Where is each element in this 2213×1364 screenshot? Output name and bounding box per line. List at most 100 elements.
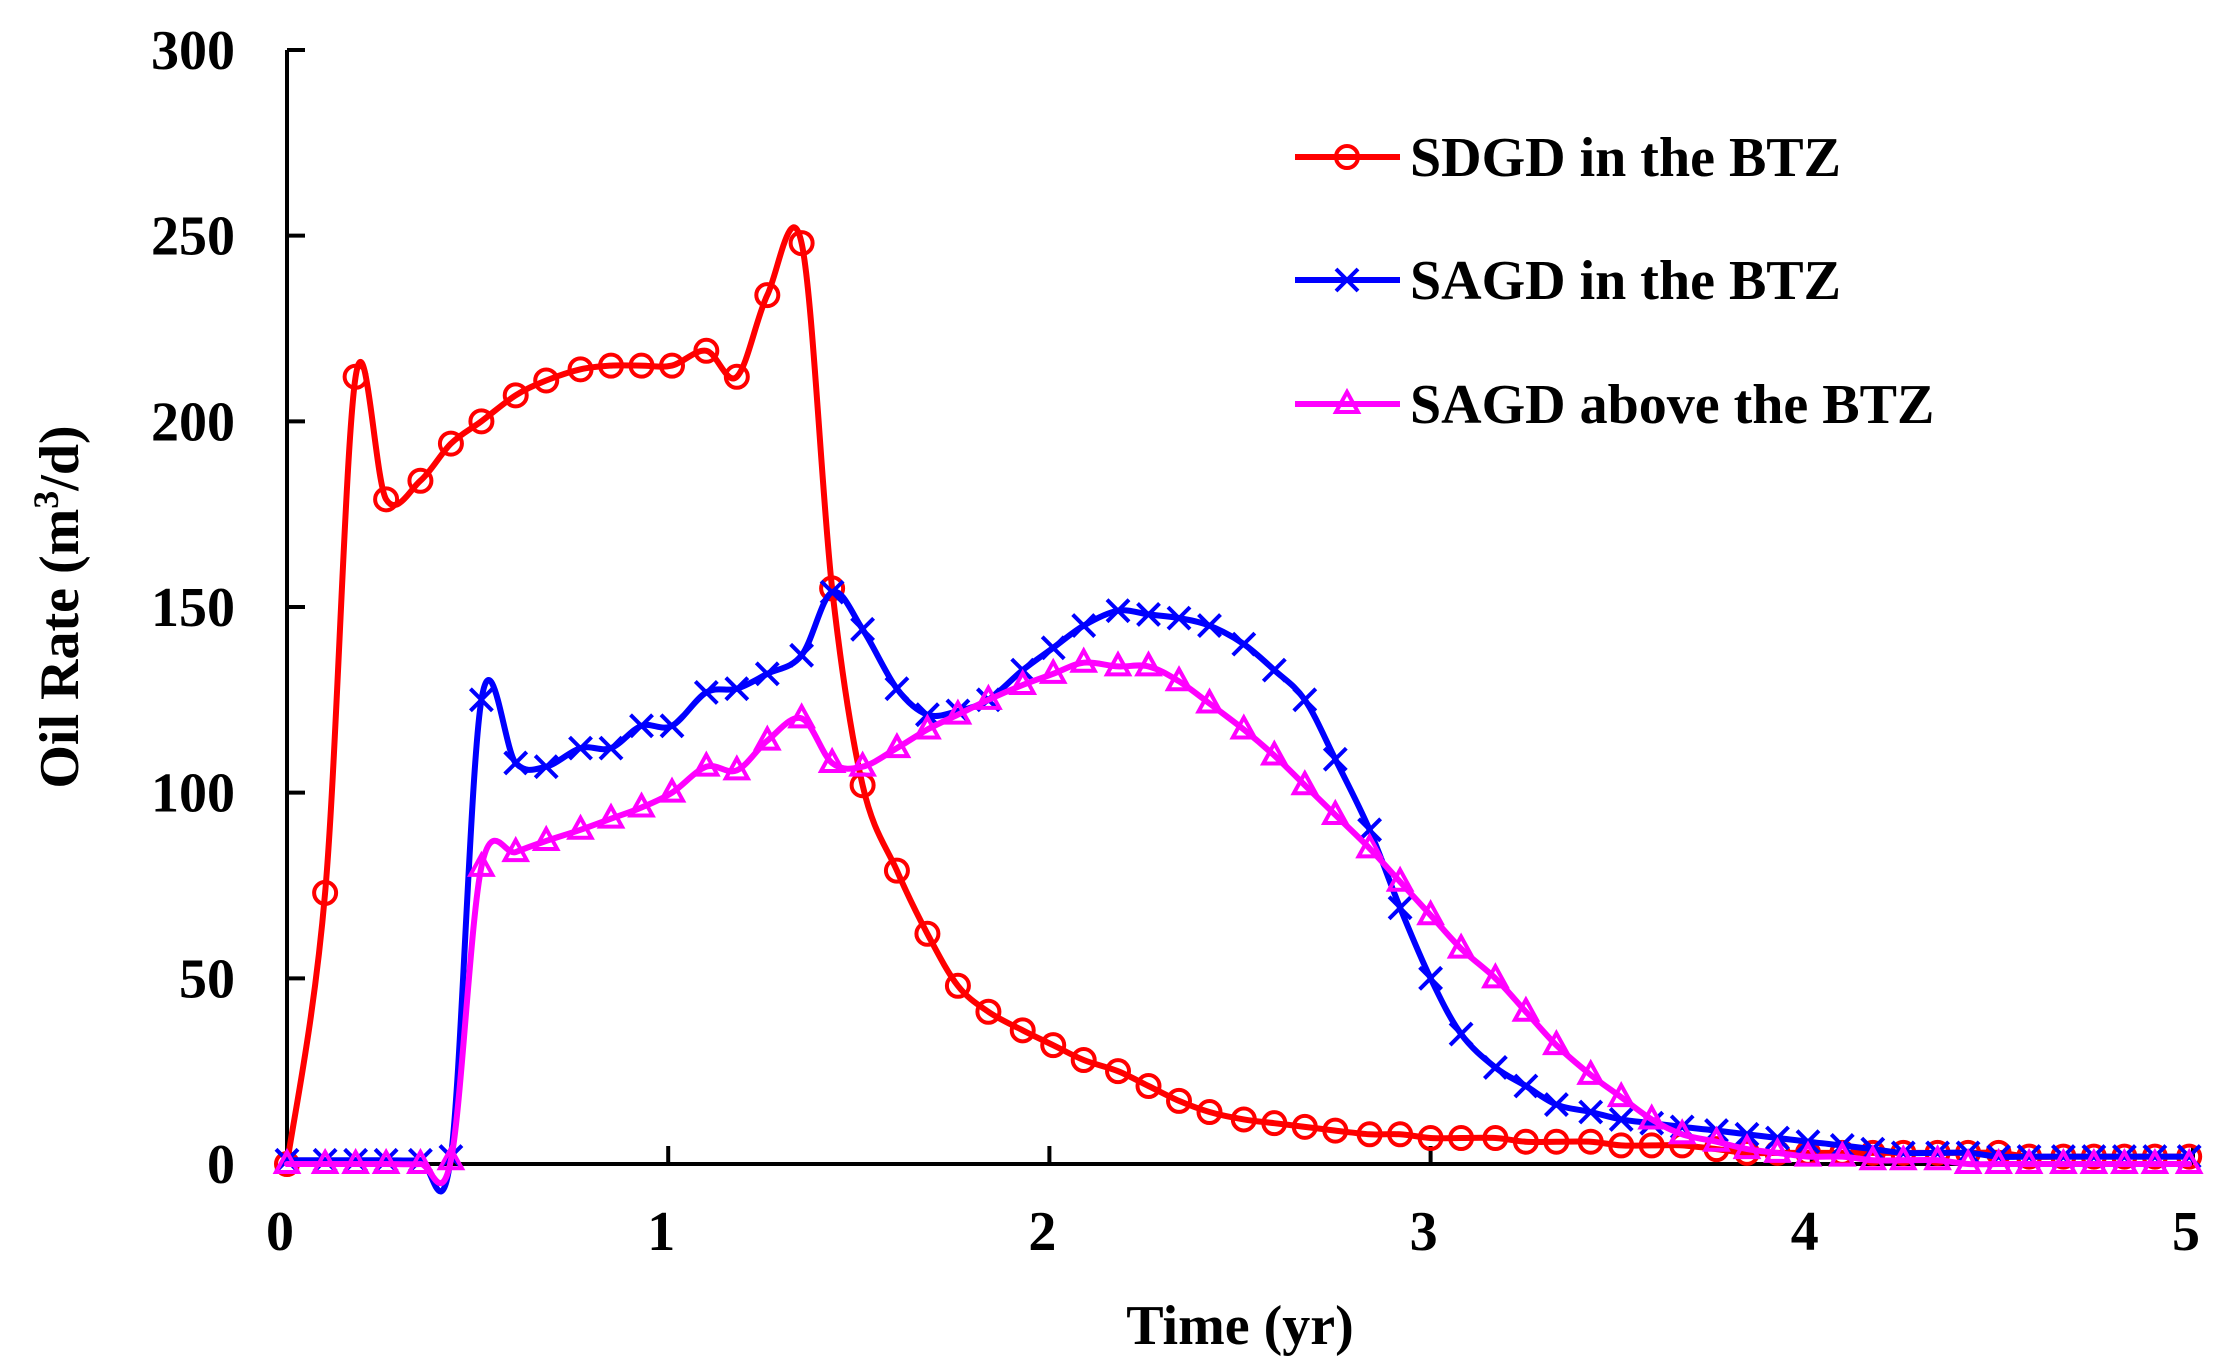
data-point-sagd-btz xyxy=(789,642,815,668)
data-point-sagd-above-btz xyxy=(1164,665,1194,692)
data-point-sdgd-btz xyxy=(1230,1106,1257,1133)
data-point-sagd-above-btz xyxy=(272,1147,302,1174)
data-point-sagd-above-btz xyxy=(1446,932,1476,959)
data-point-sagd-btz xyxy=(1071,613,1097,638)
data-point-sagd-above-btz xyxy=(974,683,1003,710)
data-point-sagd-above-btz xyxy=(1763,1136,1792,1163)
data-point-sagd-btz xyxy=(819,579,845,605)
data-point-sagd-btz xyxy=(1543,1092,1569,1118)
data-point-sdgd-btz xyxy=(1608,1132,1635,1159)
data-point-sagd-above-btz xyxy=(657,776,687,803)
data-point-sagd-btz xyxy=(1513,1073,1539,1099)
data-point-sdgd-btz xyxy=(914,920,941,947)
data-point-sagd-above-btz xyxy=(1511,995,1541,1022)
data-point-sagd-btz xyxy=(1197,613,1222,638)
data-point-sagd-btz xyxy=(533,754,559,780)
data-point-sdgd-btz xyxy=(819,575,846,602)
data-point-sagd-above-btz xyxy=(1888,1144,1918,1171)
data-point-sdgd-btz xyxy=(342,363,369,390)
data-point-sagd-btz xyxy=(1040,635,1066,661)
data-point-sagd-above-btz xyxy=(436,1144,466,1171)
y-axis-title-main: Oil Rate (m xyxy=(29,509,91,789)
series-sagd-above-btz xyxy=(272,646,2204,1187)
data-point-sdgd-btz xyxy=(1482,1125,1509,1152)
data-point-sagd-btz xyxy=(1448,1021,1474,1047)
data-point-sagd-above-btz xyxy=(2174,1147,2204,1174)
series-layer xyxy=(272,224,2204,1195)
ticks xyxy=(285,48,2195,1166)
data-point-sagd-btz xyxy=(1261,657,1287,683)
data-point-sagd-btz xyxy=(1136,602,1161,627)
data-point-sdgd-btz xyxy=(1543,1128,1570,1155)
legend-label-sdgd-btz: SDGD in the BTZ xyxy=(1410,127,1841,189)
data-point-sdgd-btz xyxy=(723,363,750,390)
data-point-sagd-above-btz xyxy=(341,1147,370,1174)
data-point-sagd-above-btz xyxy=(596,802,626,829)
data-point-sagd-btz xyxy=(659,713,685,739)
series-line-sagd-btz xyxy=(284,588,2193,1195)
data-point-sdgd-btz xyxy=(1105,1058,1132,1085)
data-point-sagd-above-btz xyxy=(848,750,877,777)
y-tick-label: 100 xyxy=(151,763,235,825)
data-point-sdgd-btz xyxy=(1166,1087,1193,1114)
y-tick-label: 300 xyxy=(151,20,235,82)
data-point-sdgd-btz xyxy=(1291,1113,1318,1140)
data-point-sagd-above-btz xyxy=(2079,1147,2109,1174)
data-point-sagd-btz xyxy=(724,676,750,702)
data-point-sagd-btz xyxy=(629,713,654,739)
data-point-sagd-btz xyxy=(754,661,780,687)
data-point-sdgd-btz xyxy=(628,352,655,379)
data-point-sagd-above-btz xyxy=(1667,1118,1697,1145)
data-point-sagd-above-btz xyxy=(2140,1147,2170,1174)
data-point-sdgd-btz xyxy=(1040,1032,1067,1059)
data-point-sagd-above-btz xyxy=(1038,657,1068,684)
data-point-sagd-above-btz xyxy=(627,791,656,818)
data-point-sdgd-btz xyxy=(975,998,1002,1025)
data-point-sagd-above-btz xyxy=(2109,1147,2139,1174)
data-point-sdgd-btz xyxy=(1417,1125,1444,1152)
data-point-sagd-above-btz xyxy=(1702,1125,1731,1152)
data-point-sagd-above-btz xyxy=(817,746,847,773)
data-point-sagd-above-btz xyxy=(1481,962,1510,989)
y-tick-label: 200 xyxy=(151,391,235,453)
data-point-sagd-btz xyxy=(568,735,593,761)
axes xyxy=(285,50,2193,1166)
data-point-sagd-above-btz xyxy=(787,702,817,729)
legend-label-sagd-above-btz: SAGD above the BTZ xyxy=(1410,374,1934,436)
data-point-sagd-above-btz xyxy=(1069,646,1099,673)
data-point-sagd-btz xyxy=(1578,1099,1604,1125)
data-point-sdgd-btz xyxy=(1512,1128,1539,1155)
data-point-sdgd-btz xyxy=(1070,1047,1097,1074)
data-point-sagd-above-btz xyxy=(1732,1132,1762,1160)
data-point-sagd-above-btz xyxy=(1103,650,1133,677)
data-point-sdgd-btz xyxy=(659,352,686,379)
data-point-sagd-btz xyxy=(1608,1107,1634,1132)
data-point-sdgd-btz xyxy=(502,382,529,409)
data-point-sagd-btz xyxy=(1482,1055,1508,1080)
data-point-sagd-btz xyxy=(1418,965,1444,991)
data-point-sagd-above-btz xyxy=(1637,1103,1667,1130)
data-point-sagd-btz xyxy=(884,676,910,702)
data-point-sagd-above-btz xyxy=(1606,1081,1636,1108)
series-line-sdgd-btz xyxy=(284,224,2193,1167)
legend-label-sagd-btz: SAGD in the BTZ xyxy=(1410,250,1841,312)
data-point-sagd-above-btz xyxy=(1355,832,1384,859)
data-point-sagd-above-btz xyxy=(467,850,496,877)
data-point-sagd-above-btz xyxy=(371,1147,401,1174)
data-point-sagd-btz xyxy=(1231,631,1257,657)
data-point-sagd-above-btz xyxy=(1320,798,1350,825)
y-tick-label: 150 xyxy=(151,577,235,639)
x-tick-label: 1 xyxy=(647,1201,675,1263)
legend: SDGD in the BTZ SAGD in the BTZ SAGD abo… xyxy=(1295,127,1934,436)
data-point-sdgd-btz xyxy=(598,352,625,379)
x-axis-title: Time (yr) xyxy=(1126,1295,1354,1357)
data-point-sdgd-btz xyxy=(407,467,434,494)
x-tick-label: 3 xyxy=(1410,1201,1438,1263)
data-point-sdgd-btz xyxy=(533,367,560,394)
series-sdgd-btz xyxy=(274,224,2203,1177)
data-point-sdgd-btz xyxy=(944,972,971,999)
data-point-sagd-btz xyxy=(1166,605,1192,631)
legend-entry-sdgd-btz: SDGD in the BTZ xyxy=(1295,127,1841,189)
data-point-sdgd-btz xyxy=(468,408,495,435)
data-point-sagd-btz xyxy=(1292,687,1318,713)
